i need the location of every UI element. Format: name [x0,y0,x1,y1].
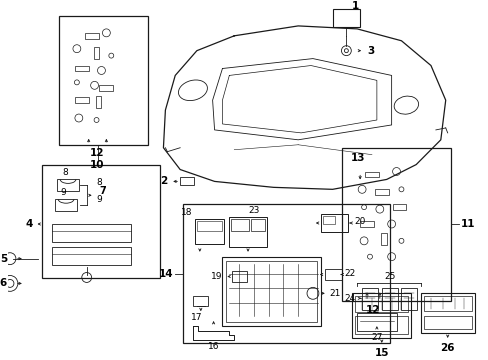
Bar [322,216,334,224]
Text: 14: 14 [158,269,173,279]
Bar [52,224,131,242]
Bar [183,204,389,343]
Bar [95,96,101,108]
Text: 18: 18 [181,208,193,217]
Text: 22: 22 [344,269,355,278]
Bar [381,288,397,310]
Bar [324,269,342,280]
Bar [354,316,407,334]
Text: 6: 6 [0,278,7,288]
Bar [351,293,410,338]
Bar [55,199,77,211]
Text: 8: 8 [96,178,102,187]
Bar [226,261,316,322]
Bar [232,271,246,283]
Text: 12: 12 [365,305,379,315]
Text: 9: 9 [96,195,102,204]
Text: 4: 4 [25,219,33,229]
Bar [392,204,406,210]
Text: 20: 20 [353,216,365,225]
Bar [84,33,98,39]
Text: 16: 16 [207,342,219,351]
Bar [423,316,471,329]
Bar [42,165,160,279]
Text: 27: 27 [370,333,382,342]
Text: 13: 13 [349,153,364,163]
Bar [362,288,377,310]
Bar [75,66,88,72]
Text: 10: 10 [90,159,104,170]
Bar [380,233,386,245]
Bar [180,177,194,185]
Bar [250,219,264,231]
Bar [374,189,388,195]
Text: 8: 8 [62,168,68,177]
Text: 5: 5 [0,254,7,264]
Text: 23: 23 [247,206,259,215]
Bar [320,214,347,232]
Text: 24: 24 [343,294,354,303]
Bar [197,221,222,231]
Bar [222,257,320,326]
Text: 21: 21 [329,289,340,298]
Bar [401,288,416,310]
Text: 9: 9 [60,188,66,197]
Bar [193,296,207,306]
Text: 3: 3 [366,46,373,56]
Bar [229,217,266,247]
Bar [356,313,396,331]
Text: 17: 17 [191,312,202,321]
Bar [423,296,471,311]
Bar [75,97,88,103]
Text: 15: 15 [374,348,388,358]
Text: 25: 25 [383,273,394,282]
Bar [99,85,113,91]
Text: 19: 19 [210,272,222,281]
Bar [57,179,79,191]
Text: 7: 7 [99,186,106,196]
Bar [231,219,248,231]
Bar [360,221,373,227]
Text: 12: 12 [90,148,104,158]
Bar [354,296,407,312]
Bar [93,47,99,59]
Text: 11: 11 [460,219,474,229]
Text: 2: 2 [160,176,167,186]
Text: 26: 26 [440,343,454,353]
Bar [365,171,378,177]
Bar [195,219,224,244]
Bar [59,16,147,145]
Bar [332,9,360,27]
Bar [342,148,450,301]
Text: 1: 1 [351,1,359,11]
Bar [420,293,474,333]
Bar [52,247,131,265]
